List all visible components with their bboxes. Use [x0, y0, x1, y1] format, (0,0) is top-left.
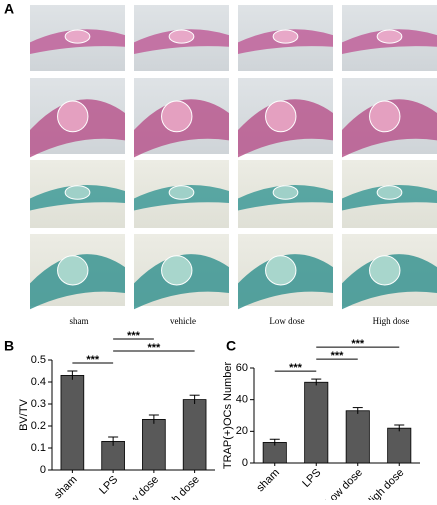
- bone: [168, 29, 195, 44]
- bone: [376, 185, 403, 200]
- y-tick-label: 0: [40, 464, 46, 476]
- x-tick-label: High dose: [158, 474, 202, 500]
- significance-label: ***: [147, 342, 161, 354]
- panel-label: C: [226, 338, 236, 354]
- y-tick-label: 20: [236, 425, 248, 437]
- bone: [265, 255, 297, 286]
- bone: [64, 29, 91, 44]
- significance-label: ***: [289, 362, 303, 374]
- bone: [64, 185, 91, 200]
- y-tick-label: 40: [236, 394, 248, 406]
- y-tick-label: 0.4: [31, 376, 46, 388]
- bone: [57, 100, 89, 133]
- x-tick-label: Low dose: [119, 474, 161, 500]
- image-caption: Low dose: [269, 316, 304, 326]
- significance-label: ***: [331, 350, 345, 362]
- bar: [304, 381, 329, 464]
- panel-label: A: [4, 1, 14, 17]
- bone: [57, 255, 89, 286]
- y-tick-label: 0.1: [31, 442, 46, 454]
- bone: [369, 100, 401, 133]
- x-tick-label: sham: [52, 474, 80, 500]
- bone: [168, 185, 195, 200]
- significance-label: ***: [86, 354, 100, 366]
- bone: [272, 185, 299, 200]
- image-caption: sham: [70, 316, 89, 326]
- bone: [265, 100, 297, 133]
- bar: [142, 418, 166, 471]
- x-tick-label: LPS: [97, 474, 120, 497]
- image-caption: High dose: [373, 316, 410, 326]
- panel-label: B: [4, 338, 14, 354]
- significance-label: ***: [127, 330, 141, 342]
- histology-grid: [30, 5, 437, 310]
- y-tick-label: 0: [242, 457, 248, 469]
- x-tick-label: High dose: [363, 467, 407, 500]
- bar: [345, 410, 370, 464]
- bone: [161, 255, 193, 286]
- y-tick-label: 60: [236, 362, 248, 374]
- image-caption: vehicle: [170, 316, 196, 326]
- bone: [272, 29, 299, 44]
- y-tick-label: 0.5: [31, 354, 46, 366]
- x-tick-label: LPS: [300, 467, 323, 490]
- y-tick-label: 0.2: [31, 420, 46, 432]
- bone: [376, 29, 403, 44]
- bar: [60, 374, 85, 471]
- x-tick-label: Low dose: [323, 467, 365, 500]
- bar: [387, 427, 412, 464]
- y-axis-label: BV/TV: [18, 398, 30, 430]
- bone: [161, 100, 193, 133]
- bone: [369, 255, 401, 286]
- bar: [182, 399, 207, 471]
- y-axis-label: TRAP(+)OCs Number: [222, 362, 234, 470]
- x-tick-label: sham: [254, 467, 282, 495]
- y-tick-label: 0.3: [31, 398, 46, 410]
- significance-label: ***: [351, 338, 365, 350]
